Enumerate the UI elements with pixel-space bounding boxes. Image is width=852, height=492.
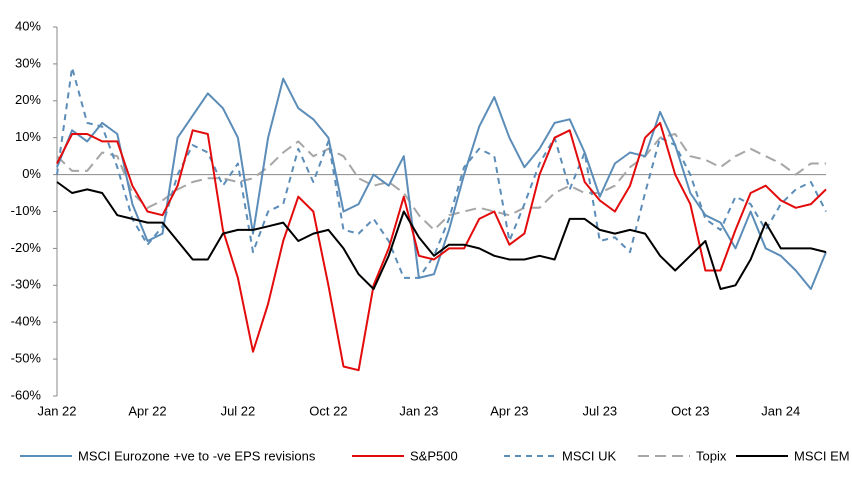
x-tick-label: Apr 23: [490, 403, 528, 418]
series-line: [56, 133, 826, 231]
x-tick-label: Jul 22: [221, 403, 256, 418]
y-tick-label: 10%: [15, 129, 41, 144]
x-tick-label: Jan 22: [37, 403, 76, 418]
legend-label: MSCI UK: [562, 448, 617, 463]
x-tick-label: Oct 23: [671, 403, 709, 418]
x-tick-label: Apr 22: [128, 403, 166, 418]
series-line: [56, 66, 827, 279]
y-tick-label: 20%: [15, 92, 41, 107]
y-tick-label: 40%: [15, 18, 41, 33]
legend-label: MSCI Eurozone +ve to -ve EPS revisions: [78, 448, 316, 463]
x-tick-label: Jul 23: [582, 403, 617, 418]
x-tick-label: Oct 22: [309, 403, 347, 418]
series-line: [56, 77, 827, 290]
x-tick-label: Jan 23: [399, 403, 438, 418]
y-tick-label: -20%: [11, 240, 42, 255]
series-line: [56, 121, 827, 372]
series-line: [56, 181, 827, 290]
y-tick-label: -30%: [11, 277, 42, 292]
y-tick-label: 30%: [15, 55, 41, 70]
y-tick-label: -50%: [11, 351, 42, 366]
y-tick-label: -10%: [11, 203, 42, 218]
y-tick-label: -60%: [11, 387, 42, 402]
legend-label: S&P500: [410, 448, 458, 463]
legend-label: Topix: [696, 448, 727, 463]
legend-label: MSCI EM: [794, 448, 850, 463]
x-tick-label: Jan 24: [761, 403, 800, 418]
y-tick-label: -40%: [11, 314, 42, 329]
y-tick-label: 0%: [22, 166, 41, 181]
